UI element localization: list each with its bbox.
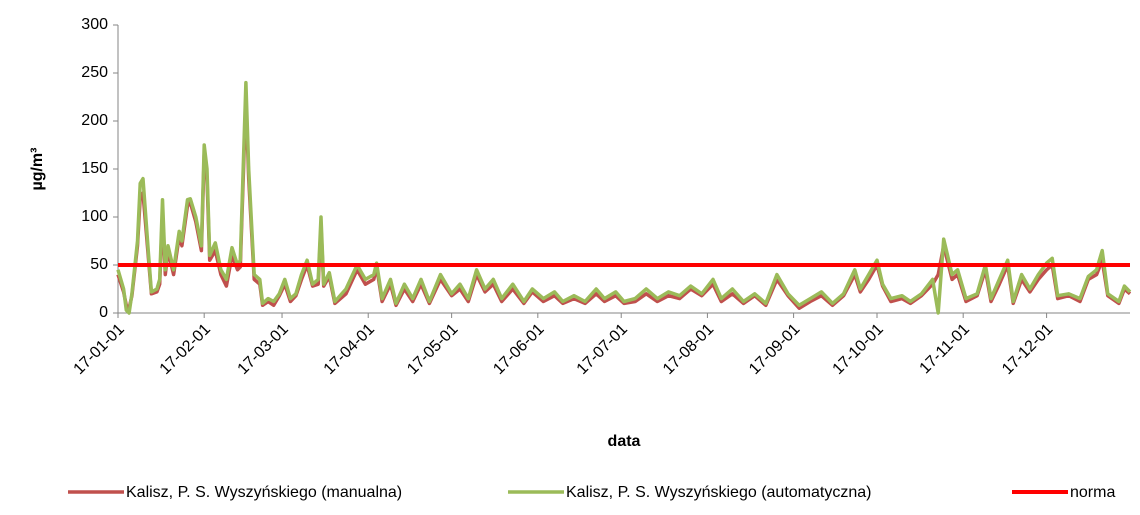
y-tick-label: 250 — [81, 64, 108, 81]
x-axis-label: data — [608, 433, 641, 450]
y-tick-label: 50 — [90, 256, 108, 273]
x-tick-label: 17-06-01 — [490, 321, 547, 378]
x-tick-label: 17-01-01 — [71, 321, 128, 378]
y-tick-label: 200 — [81, 112, 108, 129]
data-line — [116, 95, 1132, 310]
x-tick-label: 17-08-01 — [660, 321, 717, 378]
x-tick-label: 17-10-01 — [830, 321, 887, 378]
y-tick-label: 100 — [81, 208, 108, 225]
legend-label: Kalisz, P. S. Wyszyńskiego (automatyczna… — [566, 484, 871, 501]
y-tick-label: 300 — [81, 16, 108, 33]
y-axis-label: µg/m³ — [29, 148, 46, 191]
x-tick-label: 17-12-01 — [999, 321, 1056, 378]
y-tick-label: 0 — [99, 304, 108, 321]
x-tick-label: 17-05-01 — [404, 321, 461, 378]
x-tick-label: 17-09-01 — [746, 321, 803, 378]
legend-label: Kalisz, P. S. Wyszyńskiego (manualna) — [126, 484, 402, 501]
x-tick-label: 17-04-01 — [321, 321, 378, 378]
x-tick-label: 17-11-01 — [917, 321, 974, 378]
x-tick-label: 17-03-01 — [235, 321, 292, 378]
y-tick-label: 150 — [81, 160, 108, 177]
data-line — [116, 80, 1132, 315]
x-tick-label: 17-02-01 — [157, 321, 214, 378]
legend-label: norma — [1070, 484, 1115, 501]
x-tick-label: 17-07-01 — [574, 321, 631, 378]
